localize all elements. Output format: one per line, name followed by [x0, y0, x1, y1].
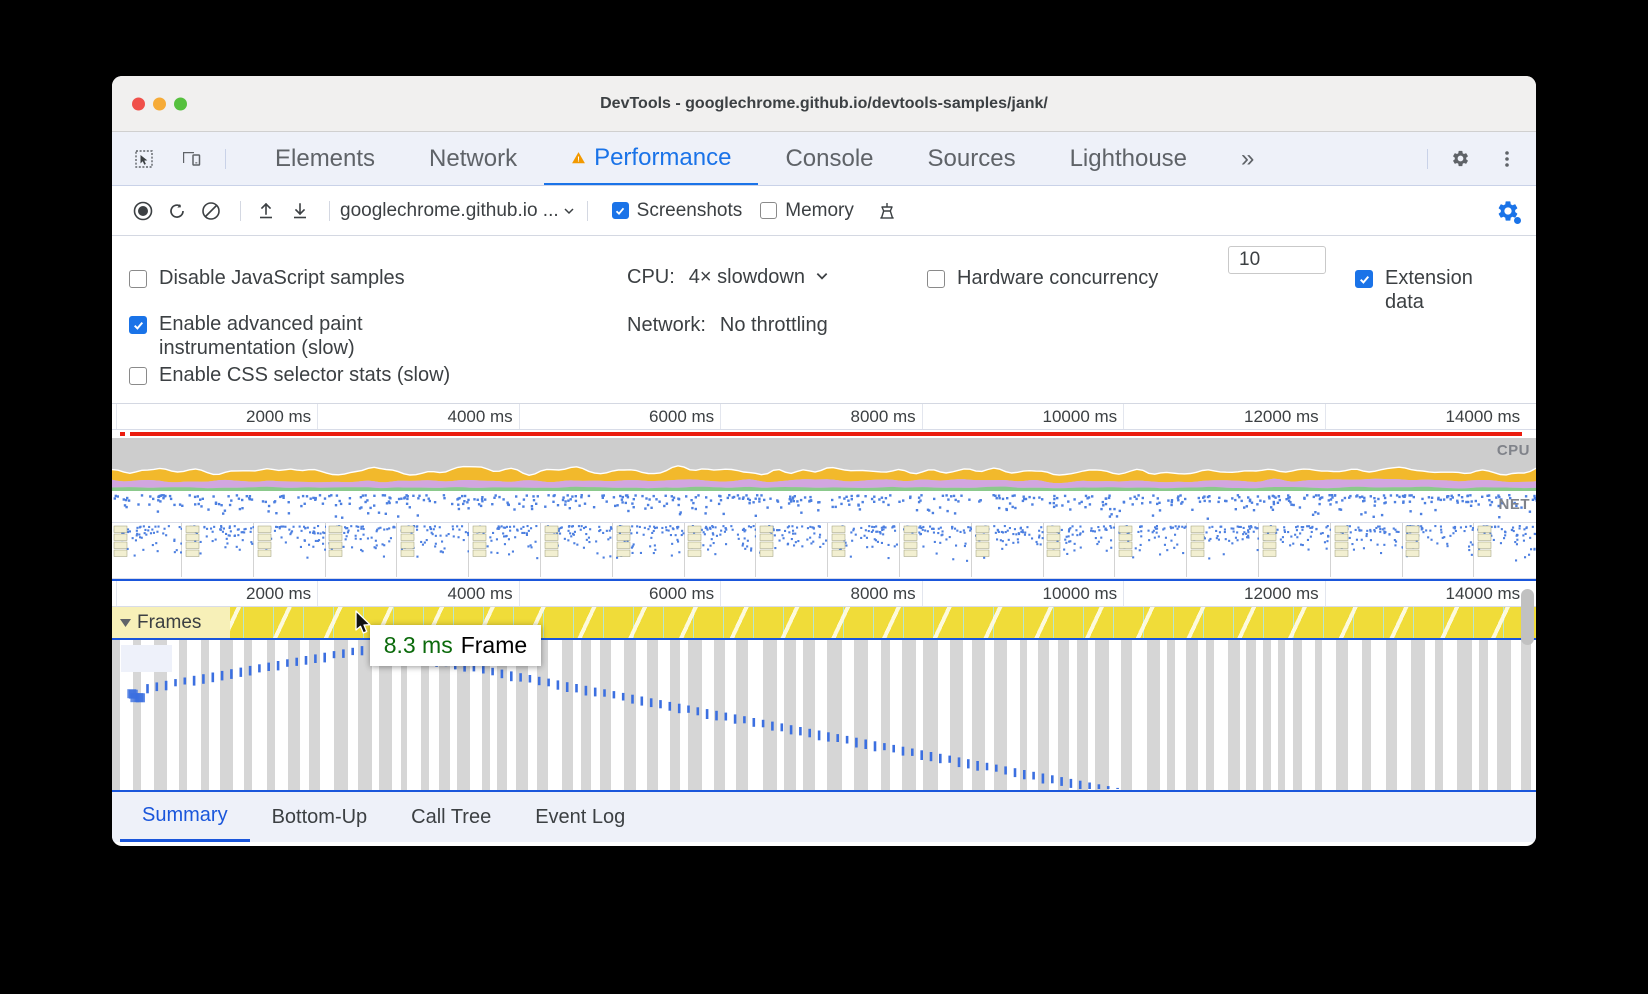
svg-text:!: ! [577, 154, 580, 163]
